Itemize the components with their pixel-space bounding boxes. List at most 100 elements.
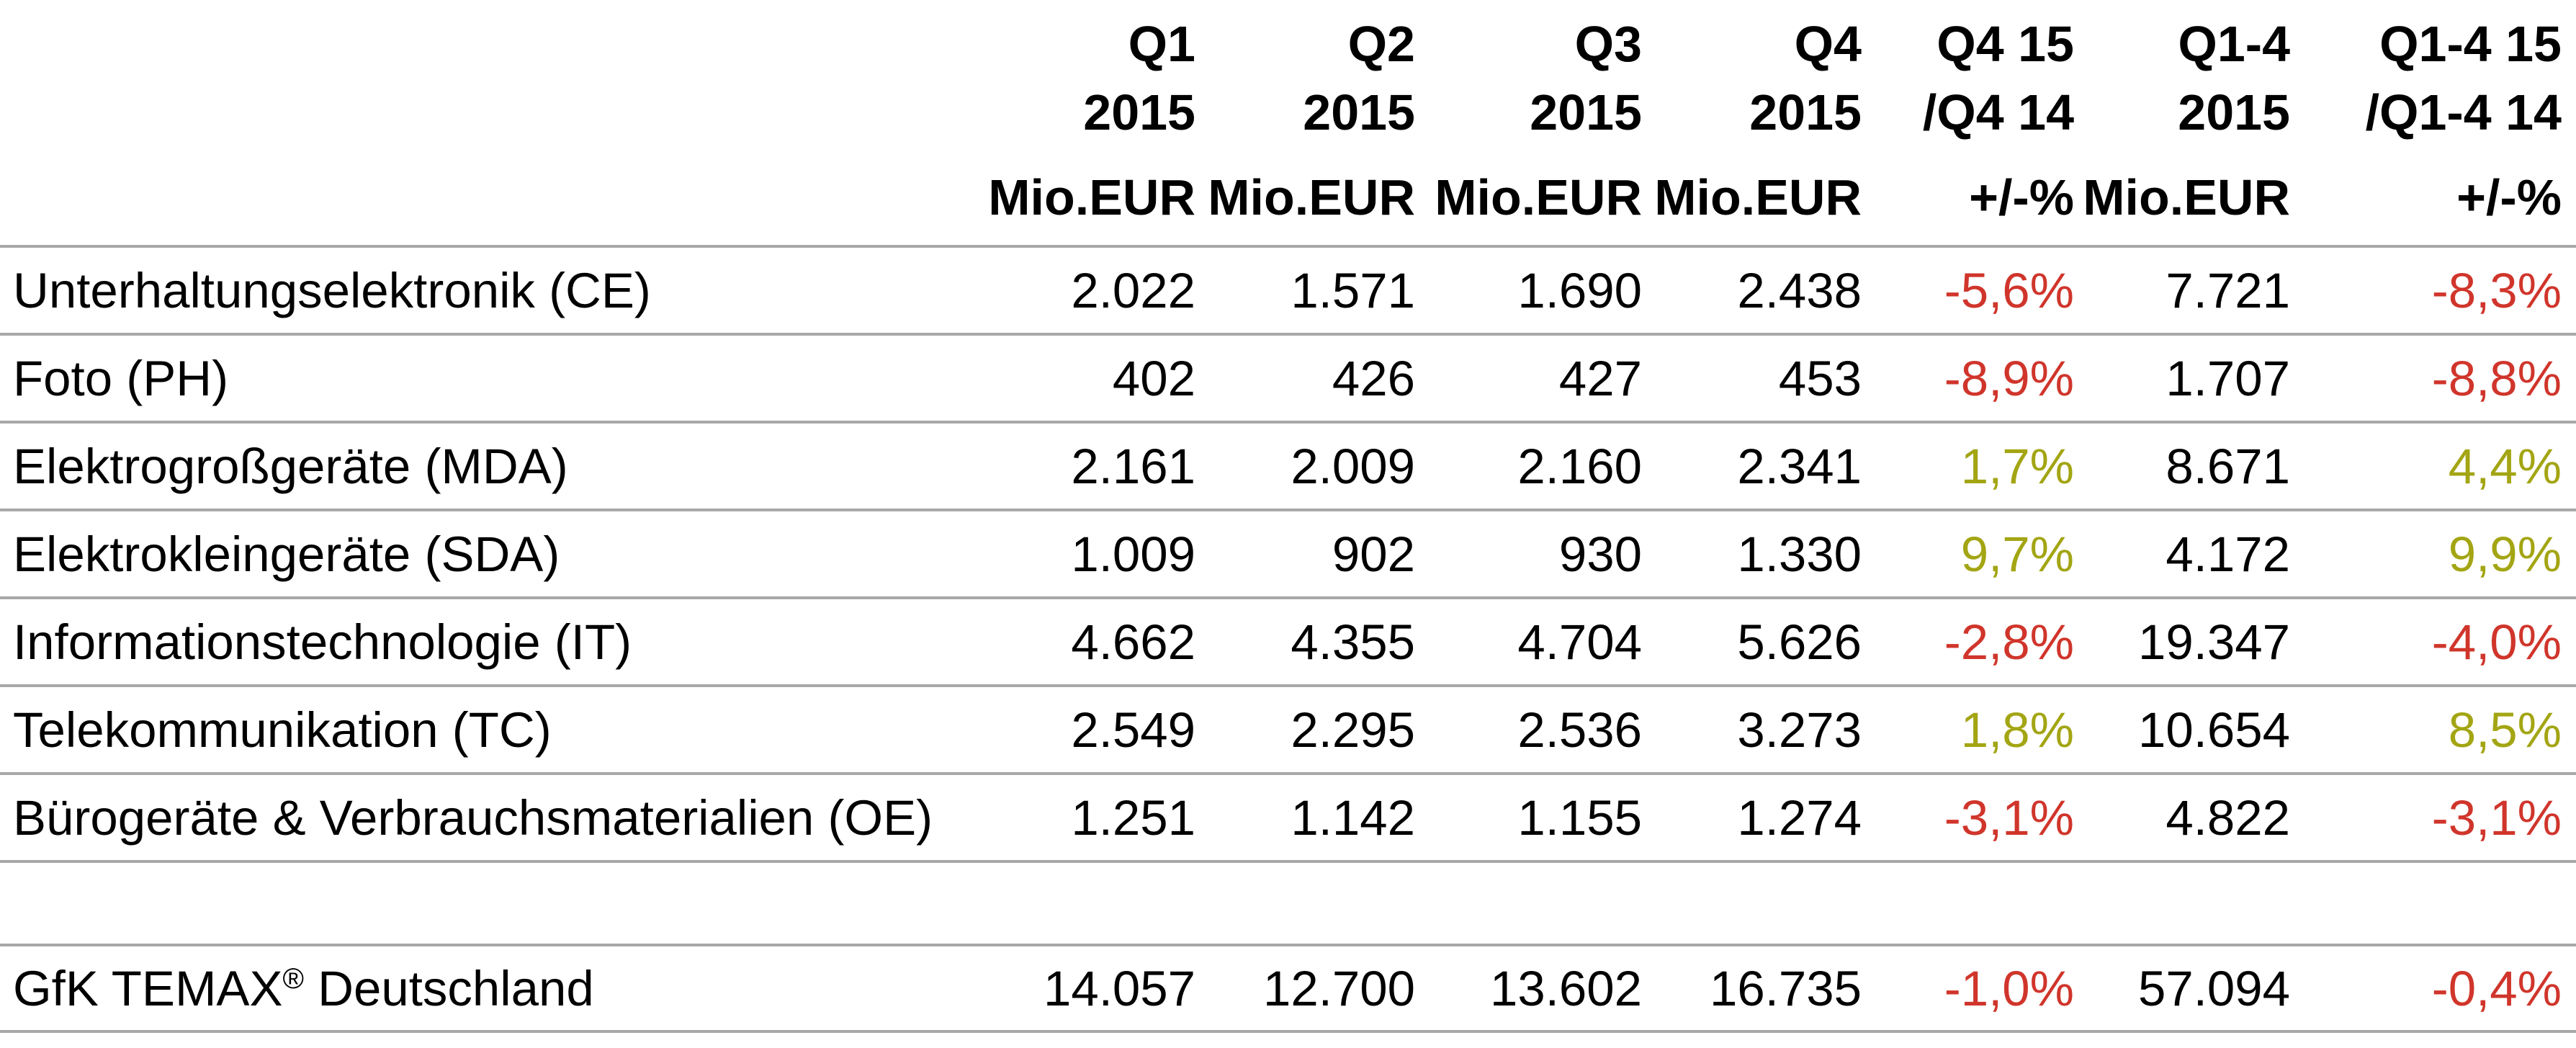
value-cell: 1.690 xyxy=(1415,245,1642,334)
value-cell: 10.654 xyxy=(2074,684,2290,774)
value-cell: 4.172 xyxy=(2074,509,2290,598)
total-label-prefix: GfK TEMAX xyxy=(13,960,283,1016)
header-empty-label-cell xyxy=(0,0,951,148)
value-cell: 4.662 xyxy=(951,596,1195,686)
header-q4-change: Q4 15 /Q4 14 xyxy=(1862,0,2074,148)
value-cell: 930 xyxy=(1415,509,1642,598)
header-q1-line1: Q1 xyxy=(1128,16,1195,72)
row-label: Informationstechnologie (IT) xyxy=(0,596,951,686)
change-cell: 4,4% xyxy=(2290,421,2576,510)
change-cell: -5,6% xyxy=(1862,245,2074,334)
table-row-ce: Unterhaltungselektronik (CE) 2.022 1.571… xyxy=(0,245,2576,334)
change-cell: 1,8% xyxy=(1862,684,2074,774)
value-cell: 426 xyxy=(1195,333,1415,422)
change-cell: -2,8% xyxy=(1862,596,2074,686)
row-label: Unterhaltungselektronik (CE) xyxy=(0,245,951,334)
value-cell: 2.341 xyxy=(1642,421,1862,510)
total-change-cell: -1,0% xyxy=(1862,944,2074,1033)
row-label: Telekommunikation (TC) xyxy=(0,684,951,774)
total-value-cell: 14.057 xyxy=(951,944,1195,1033)
change-cell: -4,0% xyxy=(2290,596,2576,686)
value-cell: 2.536 xyxy=(1415,684,1642,774)
total-label: GfK TEMAX® Deutschland xyxy=(0,944,951,1033)
total-value-cell: 12.700 xyxy=(1195,944,1415,1033)
value-cell: 2.160 xyxy=(1415,421,1642,510)
header-q4-change-line1: Q4 15 xyxy=(1937,16,2074,72)
header-q4-line2: 2015 xyxy=(1749,84,1862,141)
header-q4-change-line2: /Q4 14 xyxy=(1922,84,2074,141)
value-cell: 4.704 xyxy=(1415,596,1642,686)
header-q4-line1: Q4 xyxy=(1794,16,1862,72)
change-cell: 9,7% xyxy=(1862,509,2074,598)
value-cell: 1.155 xyxy=(1415,772,1642,861)
value-cell: 4.355 xyxy=(1195,596,1415,686)
value-cell: 427 xyxy=(1415,333,1642,422)
row-label: Foto (PH) xyxy=(0,333,951,422)
table-row-oe: Bürogeräte & Verbrauchsmaterialien (OE) … xyxy=(0,772,2576,861)
change-cell: 8,5% xyxy=(2290,684,2576,774)
value-cell: 2.549 xyxy=(951,684,1195,774)
change-cell: -3,1% xyxy=(1862,772,2074,861)
header-q3: Q3 2015 xyxy=(1415,0,1642,148)
spacer-cell xyxy=(0,860,2576,945)
row-label: Elektrogroßgeräte (MDA) xyxy=(0,421,951,510)
unit-ytd-change: +/-% xyxy=(2456,169,2562,225)
value-cell: 1.274 xyxy=(1642,772,1862,861)
value-cell: 4.822 xyxy=(2074,772,2290,861)
unit-ytd: Mio.EUR xyxy=(2083,169,2290,225)
value-cell: 1.571 xyxy=(1195,245,1415,334)
table-row-sda: Elektrokleingeräte (SDA) 1.009 902 930 1… xyxy=(0,509,2576,598)
total-value-cell: 16.735 xyxy=(1642,944,1862,1033)
table-row-it: Informationstechnologie (IT) 4.662 4.355… xyxy=(0,596,2576,686)
value-cell: 902 xyxy=(1195,509,1415,598)
header-q2: Q2 2015 xyxy=(1195,0,1415,148)
value-cell: 402 xyxy=(951,333,1195,422)
table-row-total: GfK TEMAX® Deutschland 14.057 12.700 13.… xyxy=(0,944,2576,1033)
total-label-suffix: Deutschland xyxy=(303,960,594,1016)
table-row-tc: Telekommunikation (TC) 2.549 2.295 2.536… xyxy=(0,684,2576,774)
value-cell: 3.273 xyxy=(1642,684,1862,774)
header-ytd-change: Q1-4 15 /Q1-4 14 xyxy=(2290,0,2576,148)
value-cell: 2.009 xyxy=(1195,421,1415,510)
value-cell: 1.251 xyxy=(951,772,1195,861)
total-change-cell: -0,4% xyxy=(2290,944,2576,1033)
value-cell: 2.161 xyxy=(951,421,1195,510)
value-cell: 2.295 xyxy=(1195,684,1415,774)
row-label: Bürogeräte & Verbrauchsmaterialien (OE) xyxy=(0,772,951,861)
value-cell: 8.671 xyxy=(2074,421,2290,510)
table-row-ph: Foto (PH) 402 426 427 453 -8,9% 1.707 -8… xyxy=(0,333,2576,422)
header-ytd-line2: 2015 xyxy=(2178,84,2290,141)
header-ytd-change-line2: /Q1-4 14 xyxy=(2365,84,2562,141)
row-label: Elektrokleingeräte (SDA) xyxy=(0,509,951,598)
unit-q2: Mio.EUR xyxy=(1208,169,1415,225)
unit-q4-change: +/-% xyxy=(1969,169,2074,225)
header-q4: Q4 2015 xyxy=(1642,0,1862,148)
table-row-mda: Elektrogroßgeräte (MDA) 2.161 2.009 2.16… xyxy=(0,421,2576,510)
change-cell: 1,7% xyxy=(1862,421,2074,510)
header-q2-line1: Q2 xyxy=(1347,16,1415,72)
header-q2-line2: 2015 xyxy=(1303,84,1415,141)
change-cell: -8,3% xyxy=(2290,245,2576,334)
header-ytd-line1: Q1-4 xyxy=(2178,16,2290,72)
change-cell: 9,9% xyxy=(2290,509,2576,598)
unit-q3: Mio.EUR xyxy=(1435,169,1642,225)
header-q1-line2: 2015 xyxy=(1083,84,1195,141)
value-cell: 19.347 xyxy=(2074,596,2290,686)
registered-trademark-symbol: ® xyxy=(282,962,304,995)
total-value-cell: 13.602 xyxy=(1415,944,1642,1033)
units-row: Mio.EUR Mio.EUR Mio.EUR Mio.EUR +/-% Mio… xyxy=(0,148,2576,246)
value-cell: 2.438 xyxy=(1642,245,1862,334)
value-cell: 1.009 xyxy=(951,509,1195,598)
header-q3-line2: 2015 xyxy=(1530,84,1642,141)
header-ytd-change-line1: Q1-4 15 xyxy=(2379,16,2562,72)
header-q1: Q1 2015 xyxy=(951,0,1195,148)
units-empty-label-cell xyxy=(0,148,951,246)
change-cell: -8,8% xyxy=(2290,333,2576,422)
value-cell: 1.142 xyxy=(1195,772,1415,861)
change-cell: -3,1% xyxy=(2290,772,2576,861)
table-header-row: Q1 2015 Q2 2015 Q3 2015 Q4 2015 Q4 15 /Q… xyxy=(0,0,2576,148)
value-cell: 1.330 xyxy=(1642,509,1862,598)
value-cell: 1.707 xyxy=(2074,333,2290,422)
unit-q4: Mio.EUR xyxy=(1654,169,1862,225)
